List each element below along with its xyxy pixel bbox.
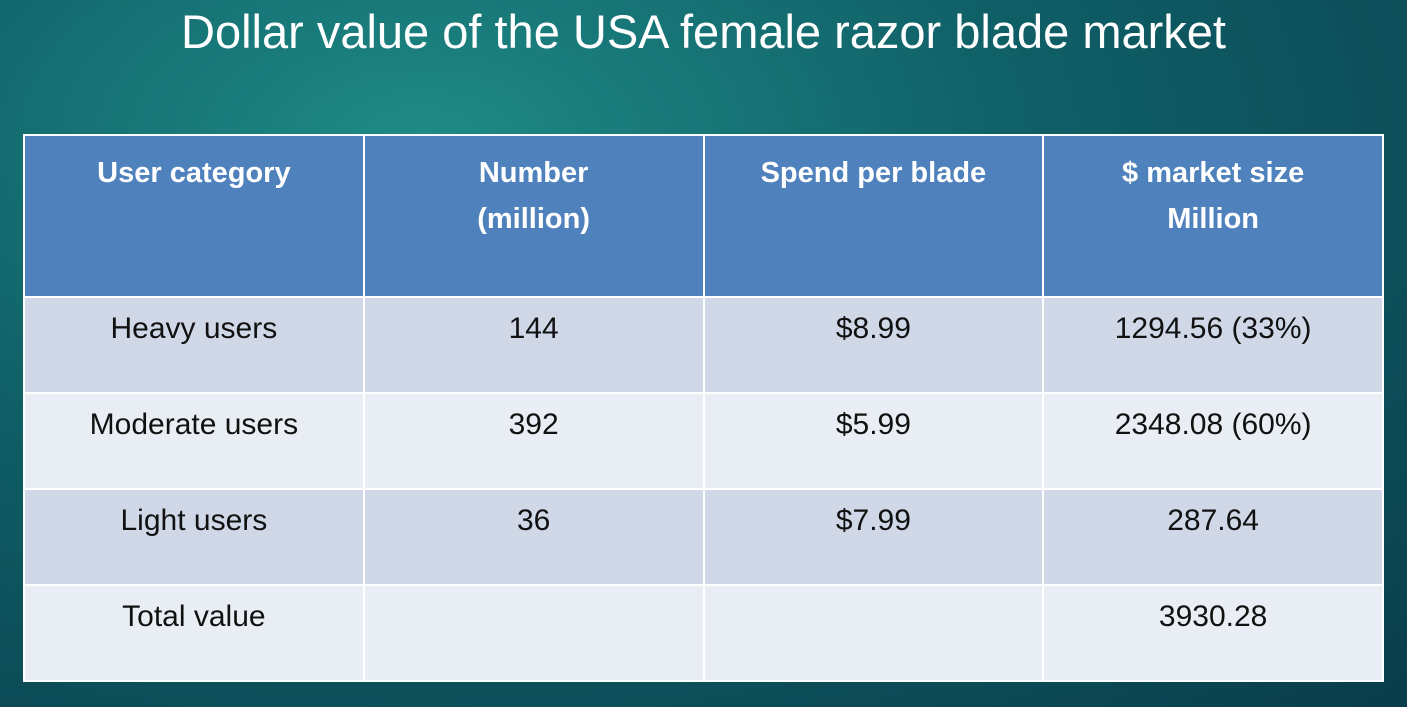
table-cell: 2348.08 (60%) — [1042, 392, 1384, 490]
table-cell: $7.99 — [702, 488, 1045, 586]
total-value: 3930.28 — [1042, 584, 1384, 682]
header-cell: $ market size Million — [1042, 134, 1384, 298]
data-table: User category Number (million) Spend per b… — [23, 134, 1384, 682]
header-cell: Spend per blade — [702, 134, 1045, 298]
total-row: Total value 3930.28 — [23, 584, 1384, 682]
table-cell: Light users — [23, 488, 365, 586]
table-cell: 392 — [362, 392, 705, 490]
table-cell: 144 — [362, 296, 705, 394]
table-cell: Moderate users — [23, 392, 365, 490]
header-text: $ market size Million — [1122, 157, 1305, 235]
table-cell: 36 — [362, 488, 705, 586]
empty-cell — [702, 584, 1045, 682]
slide-title: Dollar value of the USA female razor bla… — [181, 5, 1226, 58]
header-row: User category Number (million) Spend per b… — [23, 134, 1384, 298]
table-row: Light users 36 $7.99 287.64 — [23, 488, 1384, 586]
total-label: Total value — [23, 584, 365, 682]
table-cell: $5.99 — [702, 392, 1045, 490]
table-cell: Heavy users — [23, 296, 365, 394]
table-row: Heavy users 144 $8.99 1294.56 (33%) — [23, 296, 1384, 394]
header-cell: User category — [23, 134, 365, 298]
header-cell: Number (million) — [362, 134, 705, 298]
table-cell: 1294.56 (33%) — [1042, 296, 1384, 394]
table-cell: $8.99 — [702, 296, 1045, 394]
table-cell: 287.64 — [1042, 488, 1384, 586]
header-text: User category — [97, 157, 291, 189]
empty-cell — [362, 584, 705, 682]
header-text: Number (million) — [477, 157, 590, 235]
table-row: Moderate users 392 $5.99 2348.08 (60%) — [23, 392, 1384, 490]
header-text: Spend per blade — [760, 157, 987, 189]
